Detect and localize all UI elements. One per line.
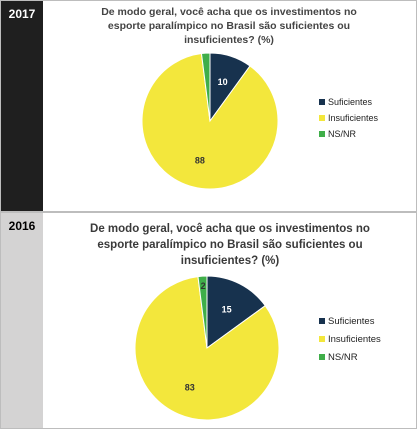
title-line: De modo geral, você acha que os investim…	[101, 6, 357, 18]
legend-swatch	[319, 354, 325, 360]
year-label: 2016	[8, 219, 36, 233]
year-strip	[1, 1, 43, 211]
legend-label: Suficientes	[328, 97, 373, 107]
data-label: 10	[218, 77, 228, 87]
year-strip	[1, 213, 43, 428]
legend-label: NS/NR	[328, 129, 357, 139]
title-line: insuficientes? (%)	[184, 34, 274, 46]
legend-label: Suficientes	[328, 316, 375, 327]
title-line: insuficientes? (%)	[180, 255, 280, 267]
pie-slice-nsnr	[197, 275, 208, 349]
chart-title: De modo geral, você acha que os investim…	[75, 221, 385, 269]
year-label: 2017	[8, 7, 36, 21]
pie-slice-suficientes	[206, 275, 266, 349]
data-label: 83	[185, 383, 195, 393]
pie-chart: 15 83 2 Suficientes Insuficientes NS/NR	[134, 275, 381, 421]
legend-label: NS/NR	[328, 352, 358, 363]
data-label: 15	[222, 305, 232, 315]
legend-swatch	[319, 115, 325, 121]
panel-2017: 2017 De modo geral, você acha que os inv…	[0, 0, 417, 212]
panel-2016: 2016 De modo geral, você acha que os inv…	[0, 212, 417, 429]
title-line: De modo geral, você acha que os investim…	[90, 223, 370, 235]
pie-slice-nsnr	[200, 52, 211, 122]
data-label: 88	[195, 156, 205, 166]
chart-title: De modo geral, você acha que os investim…	[79, 5, 379, 47]
legend-swatch	[319, 336, 325, 342]
legend-swatch	[319, 131, 325, 137]
pie-chart: 10 88 Suficientes Insuficientes NS/NR	[141, 52, 379, 190]
pie-slice-insuficientes	[141, 52, 279, 190]
legend-label: Insuficientes	[328, 113, 379, 123]
pie-slice-insuficientes	[134, 276, 280, 421]
title-line: esporte paralímpico no Brasil são sufici…	[107, 20, 351, 32]
data-label: 2	[201, 281, 206, 291]
legend-swatch	[319, 99, 325, 105]
legend-swatch	[319, 318, 325, 324]
legend-label: Insuficientes	[328, 334, 381, 345]
title-line: esporte paralímpico no Brasil são sufici…	[97, 239, 363, 251]
